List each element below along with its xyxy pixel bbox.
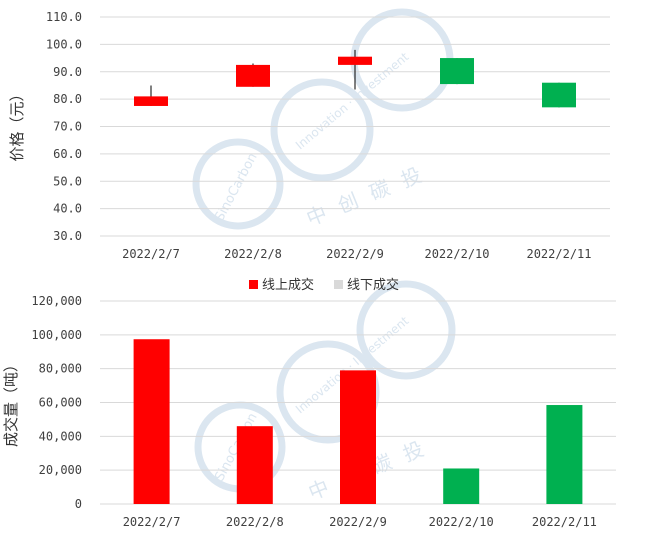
legend-label-online: 线上成交 <box>262 277 314 293</box>
legend-label-offline: 线下成交 <box>347 277 399 293</box>
price-candles <box>134 49 576 108</box>
y-tick-label: 120,000 <box>31 294 82 308</box>
x-tick-label: 2022/2/8 <box>224 247 282 261</box>
volume-bars <box>133 339 583 504</box>
y-tick-label: 40,000 <box>39 429 82 443</box>
candle-body <box>338 56 372 65</box>
watermark-circle <box>356 280 456 380</box>
watermark-circle <box>270 78 374 182</box>
x-tick-label: 2022/2/8 <box>226 515 284 529</box>
y-tick-label: 60,000 <box>39 396 82 410</box>
y-tick-label: 20,000 <box>39 463 82 477</box>
y-tick-label: 70.0 <box>53 120 82 134</box>
price-y-ticks: 30.0 40.0 50.0 60.0 70.0 80.0 90.0 100.0 110.0 <box>46 10 82 243</box>
x-tick-label: 2022/2/9 <box>326 247 384 261</box>
candle-body <box>542 82 576 108</box>
volume-bar <box>236 426 273 504</box>
volume-y-axis-label: 成交量（吨） <box>2 357 20 447</box>
volume-bar <box>443 468 480 504</box>
watermark-bottom: SinoCarbon Innovation · Investment 中创碳投 <box>194 280 456 505</box>
price-y-axis-label: 价格（元） <box>8 86 26 161</box>
legend: 线上成交 线下成交 <box>249 277 399 293</box>
price-x-ticks: 2022/2/7 2022/2/8 2022/2/9 2022/2/10 2022/2/… <box>122 247 591 261</box>
watermark-circle <box>192 138 284 230</box>
y-tick-label: 80,000 <box>39 362 82 376</box>
y-tick-label: 50.0 <box>53 174 82 188</box>
x-tick-label: 2022/2/7 <box>123 515 181 529</box>
candle-body <box>134 96 168 106</box>
y-tick-label: 30.0 <box>53 229 82 243</box>
x-tick-label: 2022/2/10 <box>429 515 494 529</box>
volume-y-ticks: 0 20,000 40,000 60,000 80,000 100,000 120,000 <box>31 294 82 511</box>
y-tick-label: 40.0 <box>53 202 82 216</box>
x-tick-label: 2022/2/11 <box>526 247 591 261</box>
x-tick-label: 2022/2/11 <box>532 515 597 529</box>
volume-bar <box>133 339 170 504</box>
price-chart: 30.0 40.0 50.0 60.0 70.0 80.0 90.0 100.0 110.0 2… <box>8 10 610 261</box>
y-tick-label: 90.0 <box>53 65 82 79</box>
y-tick-label: 100.0 <box>46 37 82 51</box>
volume-bar <box>340 370 376 504</box>
y-tick-label: 60.0 <box>53 147 82 161</box>
watermark-chinese: 中创碳投 <box>303 157 438 230</box>
candle-body <box>236 64 270 87</box>
legend-swatch-offline <box>334 280 343 289</box>
volume-chart: 020,00040,00060,00080,000100,000120,000 … <box>2 294 616 529</box>
volume-bar <box>546 405 583 504</box>
x-tick-label: 2022/2/7 <box>122 247 180 261</box>
y-tick-label: 80.0 <box>53 92 82 106</box>
legend-swatch-online <box>249 280 258 289</box>
y-tick-label: 0 <box>75 497 82 511</box>
y-tick-label: 100,000 <box>31 328 82 342</box>
price-grid <box>100 16 610 237</box>
watermark-brand: SinoCarbon <box>212 151 260 224</box>
volume-x-ticks: 2022/2/7 2022/2/8 2022/2/9 2022/2/10 2022/2/… <box>123 515 597 529</box>
x-tick-label: 2022/2/9 <box>329 515 387 529</box>
x-tick-label: 2022/2/10 <box>424 247 489 261</box>
y-tick-label: 110.0 <box>46 10 82 24</box>
candle-body <box>440 58 474 85</box>
